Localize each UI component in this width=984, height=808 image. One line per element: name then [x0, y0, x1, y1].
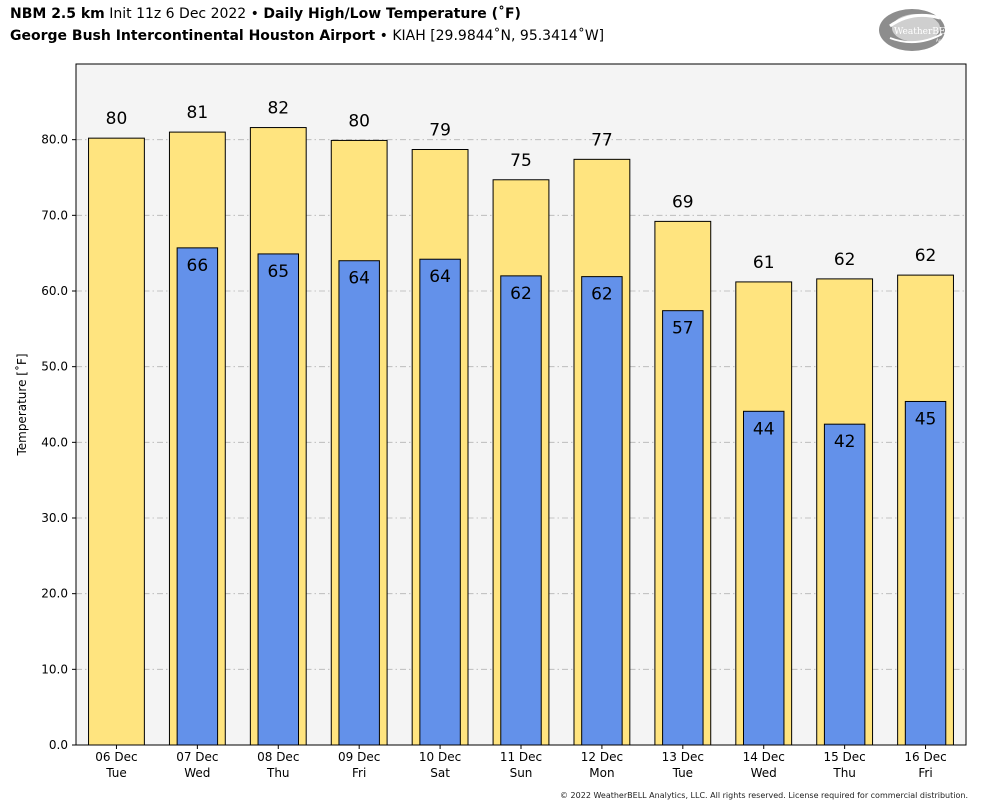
- x-tick-date: 14 Dec: [743, 750, 785, 764]
- high-bar: [88, 137, 145, 746]
- x-tick-day: Wed: [184, 766, 210, 780]
- chart-title-line-2: George Bush Intercontinental Houston Air…: [10, 28, 604, 44]
- high-value-label: 61: [753, 253, 775, 273]
- x-tick-day: Wed: [751, 766, 777, 780]
- low-value-label: 65: [267, 262, 289, 282]
- product-name: Daily High/Low Temperature (˚F): [263, 6, 521, 22]
- y-axis-ticks: 0.0 10.0 20.0 30.0 40.0 50.0 60.0 70.0 80.0: [41, 133, 76, 752]
- plot-frame: [75, 63, 967, 746]
- station-bullet: •: [379, 28, 388, 44]
- low-value-label: 42: [834, 432, 856, 452]
- x-tick-date: 10 Dec: [419, 750, 461, 764]
- low-bar: [500, 275, 542, 746]
- x-tick-day: Sun: [510, 766, 533, 780]
- low-value-label: 45: [915, 409, 937, 429]
- x-tick-day: Thu: [266, 766, 290, 780]
- x-tick-day: Tue: [105, 766, 127, 780]
- low-bar: [419, 258, 461, 746]
- low-bar: [904, 400, 947, 746]
- low-bar: [257, 253, 299, 746]
- x-tick-day: Tue: [672, 766, 694, 780]
- low-bar: [823, 423, 866, 746]
- low-bar: [743, 410, 785, 746]
- low-bar: [662, 310, 704, 746]
- y-tick-label: 60.0: [41, 284, 68, 298]
- high-value-label: 75: [510, 151, 532, 171]
- x-tick-date: 09 Dec: [338, 750, 380, 764]
- low-value-label: 62: [591, 285, 613, 305]
- y-axis-label: Temperature [˚F]: [14, 353, 29, 456]
- low-bar: [338, 260, 380, 746]
- x-tick-date: 16 Dec: [904, 750, 946, 764]
- y-tick-label: 10.0: [41, 662, 68, 676]
- high-value-label: 77: [591, 130, 613, 150]
- chart-title-line-1: NBM 2.5 km Init 11z 6 Dec 2022 • Daily H…: [10, 6, 521, 22]
- low-temperature-bars: [176, 247, 947, 746]
- high-value-label: 69: [672, 192, 694, 212]
- x-tick-date: 08 Dec: [257, 750, 299, 764]
- x-tick-date: 06 Dec: [95, 750, 137, 764]
- y-tick-label: 70.0: [41, 208, 68, 222]
- x-tick-date: 15 Dec: [823, 750, 865, 764]
- logo-subtext: Analytics LLC: [936, 38, 963, 43]
- y-tick-label: 40.0: [41, 435, 68, 449]
- low-value-label: 64: [348, 269, 370, 289]
- high-value-label: 62: [834, 250, 856, 270]
- y-tick-label: 30.0: [41, 511, 68, 525]
- low-bar: [581, 276, 623, 746]
- low-value-label: 44: [753, 419, 775, 439]
- low-value-label: 57: [672, 319, 694, 339]
- high-value-label: 80: [106, 109, 128, 129]
- x-tick-day: Mon: [589, 766, 614, 780]
- y-tick-label: 20.0: [41, 587, 68, 601]
- model-name: NBM 2.5 km: [10, 6, 105, 22]
- high-value-label: 79: [429, 121, 451, 141]
- x-tick-day: Fri: [918, 766, 932, 780]
- init-time: Init 11z 6 Dec 2022: [109, 6, 247, 22]
- x-tick-date: 11 Dec: [500, 750, 542, 764]
- weatherbell-logo: WeatherBELL Analytics LLC: [879, 9, 963, 51]
- y-tick-label: 50.0: [41, 360, 68, 374]
- x-tick-date: 12 Dec: [581, 750, 623, 764]
- title-bullet: •: [250, 6, 259, 22]
- copyright-notice: © 2022 WeatherBELL Analytics, LLC. All r…: [560, 791, 968, 800]
- x-tick-day: Fri: [352, 766, 366, 780]
- y-tick-label: 80.0: [41, 133, 68, 147]
- high-value-label: 81: [187, 103, 209, 123]
- station-name: George Bush Intercontinental Houston Air…: [10, 28, 376, 44]
- x-tick-date: 13 Dec: [662, 750, 704, 764]
- high-value-label: 80: [348, 111, 370, 131]
- x-tick-day: Sat: [430, 766, 450, 780]
- high-value-label: 82: [267, 99, 289, 119]
- low-value-label: 64: [429, 267, 451, 287]
- value-labels: 80 81 66 82 65 80 64 79 64 75 62 77 62 69 57 61 44 62 42 62…: [106, 99, 937, 453]
- logo-text: WeatherBELL: [894, 27, 957, 37]
- low-value-label: 66: [187, 256, 209, 276]
- x-axis-ticks: 06 Dec Tue 07 Dec Wed 08 Dec Thu 09 Dec Fri 10 D…: [95, 745, 947, 780]
- x-tick-date: 07 Dec: [176, 750, 218, 764]
- x-tick-day: Thu: [832, 766, 856, 780]
- low-value-label: 62: [510, 284, 532, 304]
- station-meta: KIAH [29.9844˚N, 95.3414˚W]: [392, 28, 605, 44]
- high-value-label: 62: [915, 246, 937, 266]
- y-tick-label: 0.0: [49, 738, 68, 752]
- low-bar: [176, 247, 219, 746]
